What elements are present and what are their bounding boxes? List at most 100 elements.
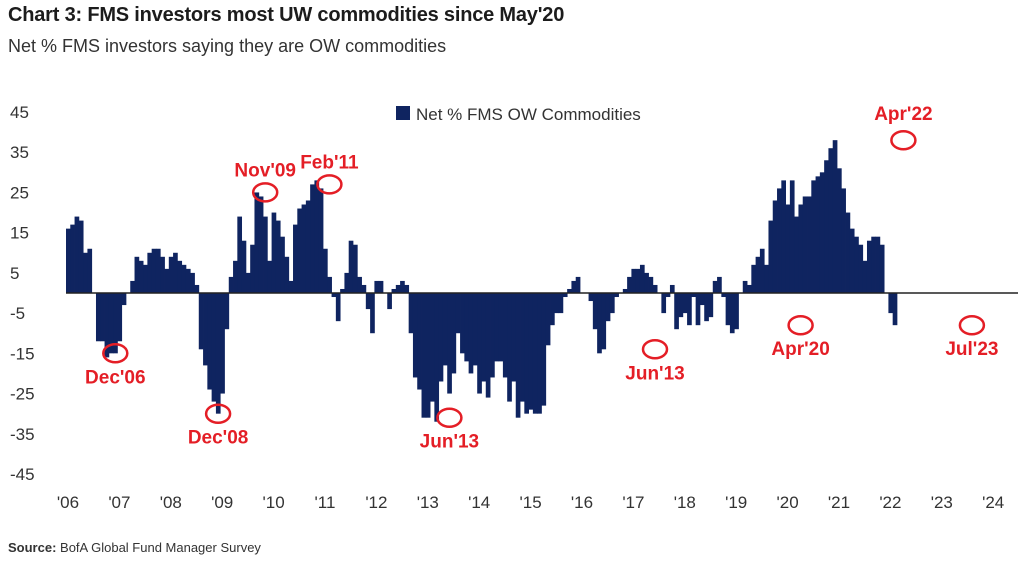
annotation-circle [316,174,343,195]
bar [785,204,791,293]
annotation-circle [436,407,463,428]
bar [648,276,654,293]
bar [352,244,358,293]
bar [464,293,470,362]
bar [293,224,298,293]
bar [168,256,174,293]
chart-subtitle: Net % FMS investors saying they are OW c… [8,36,447,56]
bar [455,293,461,334]
y-tick-label: 15 [10,224,29,243]
bar [751,264,757,293]
bar [494,293,500,362]
bar [442,293,448,366]
bar [755,256,761,293]
bar [438,293,444,382]
y-axis: 45 35 25 15 5 -5 -15 -25 -35 -45 [10,103,35,484]
bar [507,293,512,402]
y-tick-label: -25 [10,385,35,404]
bar [575,276,581,293]
bar [815,176,821,293]
bar [764,264,769,293]
bar [391,288,397,293]
bar [845,212,851,293]
bar [777,188,782,293]
bar [395,284,401,293]
bar [323,248,328,293]
x-tick-label: '12 [365,493,387,512]
x-tick-label: '15 [520,493,542,512]
annotation-label: Dec'08 [188,428,249,449]
bar [631,268,637,293]
bar [609,293,615,314]
bar [263,216,268,293]
bar [819,172,825,293]
annotation-circle [890,129,917,151]
bar [280,236,285,293]
bar [344,272,350,293]
bar [832,140,838,293]
bar [614,293,619,298]
bar [725,293,731,326]
y-tick-label: -45 [10,465,35,484]
legend-label: Net % FMS OW Commodities [416,105,641,124]
bar [781,180,786,293]
x-axis: '06 '07 '08 '09 '10 '11 '12 '13 '14 '15 '16 '17 '18 '… [57,493,1004,512]
bar [691,293,697,298]
annotation-circle [102,343,129,364]
bar [802,196,808,293]
bar [267,260,272,293]
bar [181,264,187,293]
bar [687,293,692,326]
bar [717,276,722,293]
bar [425,293,431,418]
bar [502,293,508,378]
bar [310,184,315,293]
bar [639,264,645,293]
annotation-label: Feb'11 [300,152,359,173]
bar [858,244,864,293]
bar [742,280,748,293]
bar [635,268,641,293]
bar [245,272,251,293]
bar [408,293,414,334]
bar [335,293,341,322]
bar [228,276,234,293]
bar [545,293,551,346]
x-tick-label: '08 [160,493,182,512]
x-tick-label: '23 [931,493,953,512]
bar [220,293,225,394]
bar [275,220,281,293]
bar [712,280,718,293]
bar [562,293,568,298]
bar [854,236,859,293]
bar [378,280,384,293]
x-tick-label: '06 [57,493,79,512]
annotation-circle [958,314,986,336]
bar [772,200,778,293]
bar [70,224,75,293]
legend-swatch [396,106,410,120]
bar [318,188,324,293]
bar [644,272,649,293]
bar [798,204,804,293]
annotation-label: Nov'09 [234,160,296,181]
bar [768,220,774,293]
x-tick-label: '18 [674,493,696,512]
x-tick-label: '19 [725,493,747,512]
bar [558,293,564,314]
bar [472,293,478,366]
bar [682,293,688,314]
bar [460,293,465,354]
bar [66,228,71,293]
bar [849,228,855,293]
x-tick-label: '09 [211,493,233,512]
bar [601,293,607,350]
bar [198,293,204,350]
y-tick-label: 5 [10,264,19,283]
source-text: BofA Global Fund Manager Survey [60,540,261,555]
y-tick-label: -5 [10,304,25,323]
bar [837,168,842,293]
chart-title: Chart 3: FMS investors most UW commoditi… [8,4,565,26]
bar [622,288,628,293]
y-tick-label: 35 [10,143,29,162]
